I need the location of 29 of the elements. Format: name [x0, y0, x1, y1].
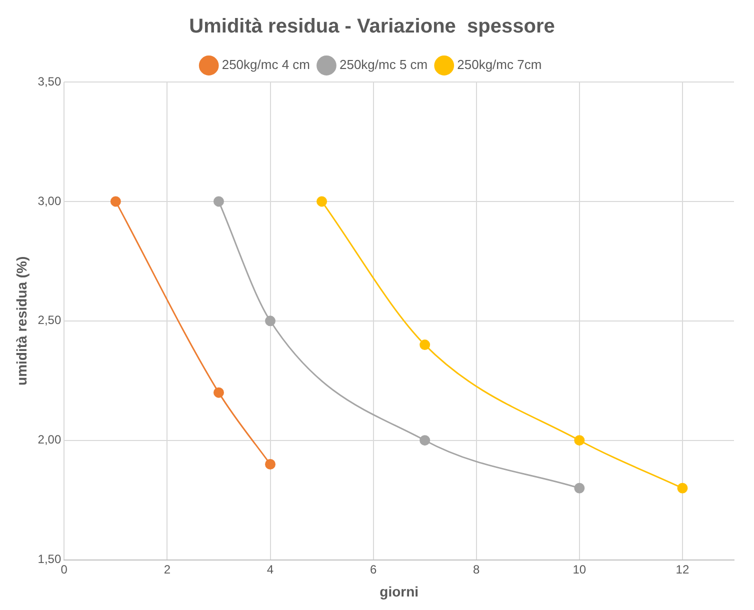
x-tick-label: 6 — [370, 562, 377, 576]
point — [574, 435, 585, 446]
point — [110, 196, 121, 207]
y-tick-label: 2,50 — [38, 313, 62, 328]
x-tick-label: 0 — [60, 562, 68, 576]
y-tick-label: 3,00 — [38, 194, 62, 208]
point — [213, 196, 224, 207]
x-tick-label: 8 — [473, 562, 480, 576]
x-axis-title: giorni — [380, 583, 419, 600]
chart-title: Umidità residua - Variazione spessore — [189, 16, 555, 38]
point — [213, 387, 224, 398]
y-axis-title: umidità residua (%) — [13, 256, 30, 386]
y-tick-label: 3,50 — [38, 74, 62, 88]
point — [677, 482, 688, 494]
point — [265, 458, 276, 470]
point — [265, 316, 276, 326]
point — [420, 435, 430, 446]
point — [316, 196, 328, 207]
point — [574, 482, 585, 494]
y-tick-label: 2,00 — [38, 432, 62, 447]
legend-label: 250kg/mc 4 cm — [222, 57, 310, 72]
y-tick-label: 1,50 — [38, 552, 62, 566]
legend-label: 250kg/mc 7cm — [457, 57, 542, 72]
x-tick-label: 2 — [164, 562, 171, 576]
x-tick-label: 10 — [572, 562, 586, 576]
legend-label: 250kg/mc 5 cm — [339, 57, 428, 72]
x-tick-label: 12 — [676, 562, 690, 576]
x-tick-label: 4 — [266, 562, 274, 576]
point — [420, 340, 430, 350]
